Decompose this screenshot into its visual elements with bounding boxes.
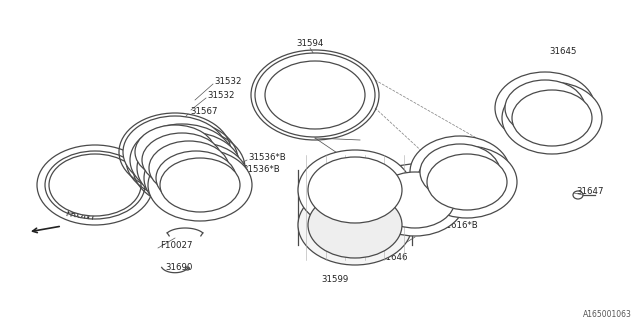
Ellipse shape bbox=[512, 90, 592, 146]
Text: 31646: 31646 bbox=[380, 253, 408, 262]
Ellipse shape bbox=[265, 61, 365, 129]
Ellipse shape bbox=[255, 53, 375, 137]
Ellipse shape bbox=[427, 154, 507, 210]
Ellipse shape bbox=[417, 146, 517, 218]
Ellipse shape bbox=[502, 82, 602, 154]
Text: 31532: 31532 bbox=[214, 77, 241, 86]
Ellipse shape bbox=[375, 172, 455, 228]
Text: 31532: 31532 bbox=[207, 92, 234, 100]
Ellipse shape bbox=[410, 136, 510, 208]
Ellipse shape bbox=[495, 72, 595, 144]
Ellipse shape bbox=[308, 192, 402, 258]
Text: 31645: 31645 bbox=[549, 47, 577, 57]
Ellipse shape bbox=[130, 124, 234, 196]
Ellipse shape bbox=[420, 144, 500, 200]
Ellipse shape bbox=[505, 80, 585, 136]
Ellipse shape bbox=[365, 164, 465, 236]
Text: F10027: F10027 bbox=[160, 242, 193, 251]
Text: FRONT: FRONT bbox=[65, 209, 97, 222]
Ellipse shape bbox=[156, 151, 236, 205]
Text: 31616*B: 31616*B bbox=[440, 221, 477, 230]
Text: 31647: 31647 bbox=[576, 188, 604, 196]
Text: 31599: 31599 bbox=[321, 276, 349, 284]
Ellipse shape bbox=[37, 145, 153, 225]
Ellipse shape bbox=[298, 150, 412, 230]
Text: F10027: F10027 bbox=[362, 165, 394, 174]
Text: 31536*B: 31536*B bbox=[242, 165, 280, 174]
Ellipse shape bbox=[149, 141, 229, 195]
Text: A165001063: A165001063 bbox=[583, 310, 632, 319]
Ellipse shape bbox=[135, 125, 215, 179]
Ellipse shape bbox=[298, 185, 412, 265]
Ellipse shape bbox=[123, 116, 227, 188]
Ellipse shape bbox=[160, 158, 240, 212]
Ellipse shape bbox=[137, 132, 241, 204]
Ellipse shape bbox=[144, 142, 248, 214]
Ellipse shape bbox=[148, 149, 252, 221]
Ellipse shape bbox=[308, 157, 402, 223]
Text: 31536*B: 31536*B bbox=[248, 154, 285, 163]
Ellipse shape bbox=[142, 133, 222, 187]
Text: 31567: 31567 bbox=[190, 108, 218, 116]
Text: 31616*A: 31616*A bbox=[448, 209, 486, 218]
Ellipse shape bbox=[49, 154, 141, 216]
Text: 31594: 31594 bbox=[296, 38, 324, 47]
Text: 31690: 31690 bbox=[165, 263, 193, 273]
